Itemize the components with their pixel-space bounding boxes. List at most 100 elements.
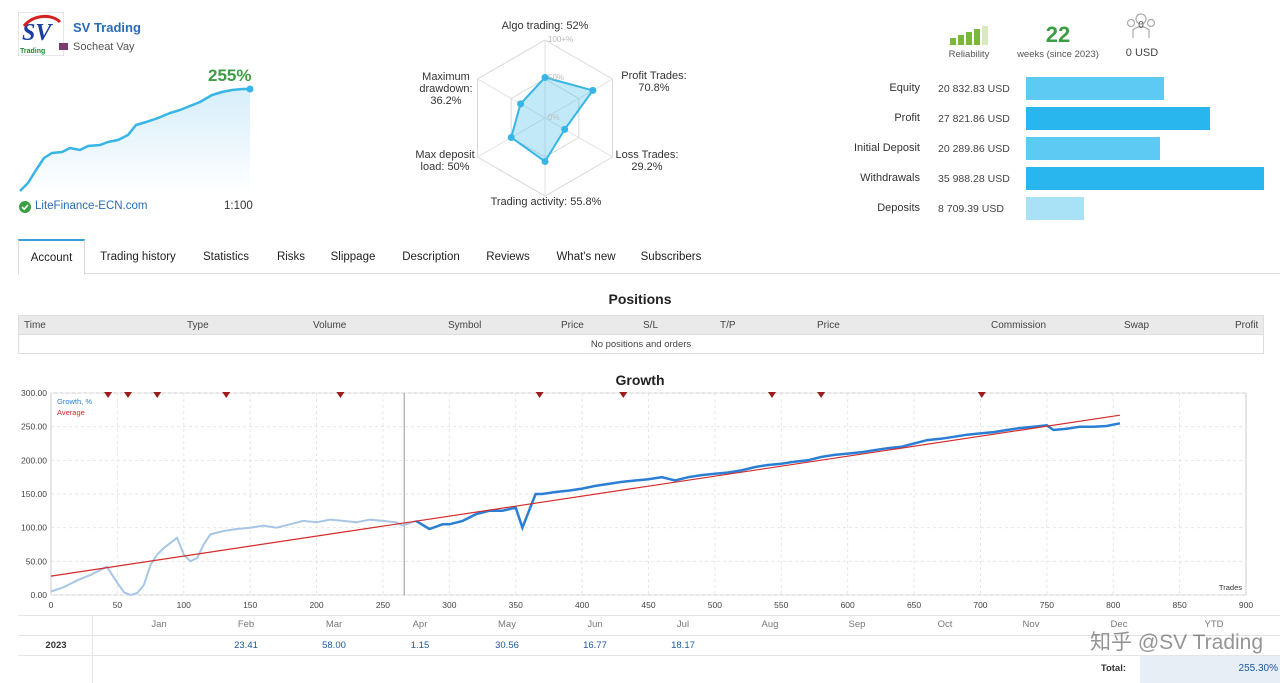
month-value-1: 23.41 [234, 640, 258, 651]
x-tick-16: 800 [1106, 600, 1120, 610]
positions-table: Time Type Volume Symbol Price S/L T/P Pr… [18, 315, 1264, 354]
radar-algo: Algo trading: 52% [501, 20, 589, 32]
month-0: Jan [151, 619, 167, 630]
radar-point-3 [541, 158, 549, 166]
month-4: May [498, 619, 516, 630]
month-value-2: 58.00 [322, 640, 346, 651]
tab-reviews[interactable]: Reviews [486, 251, 530, 263]
radar-deposit-load: Max deposit load: 50% [415, 149, 475, 173]
col-profit: Profit [1235, 320, 1259, 331]
tab-statistics[interactable]: Statistics [202, 251, 249, 263]
col-swap: Swap [1124, 320, 1150, 331]
balance-label-0: Equity [889, 82, 920, 94]
radar-profit-trades: Profit Trades: 70.8% [621, 70, 687, 94]
x-tick-8: 400 [575, 600, 589, 610]
tab-risks[interactable]: Risks [276, 251, 306, 263]
radar-activity: Trading activity: 55.8% [490, 196, 602, 208]
radar-chart: 100+% 50% 0% [477, 35, 613, 197]
tab-bar: Account Trading history Statistics Risks… [18, 239, 1280, 275]
y-tick-4: 200.00 [21, 455, 47, 465]
year-table: Jan Feb Mar Apr May Jun Jul Aug Sep Oct Nov Dec YTD … [18, 615, 1280, 683]
radar-point-5 [517, 100, 525, 108]
balance-bar-3 [1026, 167, 1264, 190]
col-time: Time [24, 320, 46, 331]
verified-icon [19, 201, 31, 213]
weeks-count: 22 [1045, 22, 1071, 47]
average-line [50, 414, 1120, 577]
growth-line [415, 422, 1121, 532]
x-tick-3: 150 [243, 600, 257, 610]
growth-title: Growth [615, 372, 665, 388]
col-volume: Volume [313, 320, 347, 331]
subscribers-icon [1124, 12, 1158, 45]
event-marker-9 [977, 392, 986, 398]
watermark: 知乎 @SV Trading [1090, 631, 1264, 654]
event-marker-1 [124, 392, 133, 398]
month-value-6: 18.17 [671, 640, 695, 651]
author-name[interactable]: Socheat Vay [73, 41, 135, 53]
balance-bar-2 [1026, 137, 1161, 160]
broker-link[interactable]: LiteFinance-ECN.com [35, 200, 148, 212]
event-marker-6 [619, 392, 628, 398]
x-tick-17: 850 [1173, 600, 1187, 610]
positions-header: Time Type Volume Symbol Price S/L T/P Pr… [19, 316, 1263, 335]
x-tick-13: 650 [907, 600, 921, 610]
month-6: Jul [676, 619, 690, 630]
event-marker-8 [817, 392, 826, 398]
month-5: Jun [587, 619, 603, 630]
col-symbol: Symbol [448, 320, 482, 331]
x-tick-11: 550 [774, 600, 788, 610]
x-tick-9: 450 [641, 600, 655, 610]
radar-ring-50: 50% [548, 73, 564, 82]
month-12: YTD [1204, 619, 1224, 630]
balance-value-0: 20 832.83 USD [938, 83, 1010, 95]
event-marker-2 [153, 392, 162, 398]
tab-account[interactable]: Account [18, 239, 85, 275]
tab-subscribers[interactable]: Subscribers [640, 251, 702, 263]
x-tick-4: 200 [309, 600, 323, 610]
y-tick-6: 300.00 [21, 388, 47, 398]
positions-title: Positions [608, 291, 672, 307]
x-tick-10: 500 [708, 600, 722, 610]
balance-bar-0 [1026, 77, 1164, 100]
total-value: 255.30% [1238, 663, 1278, 674]
y-tick-0: 0.00 [30, 590, 47, 600]
svg-text:Trading: Trading [20, 48, 45, 55]
radar-point-0 [541, 73, 549, 81]
x-tick-12: 600 [841, 600, 855, 610]
balance-label-3: Withdrawals [860, 172, 920, 184]
reliability-icon [948, 25, 990, 48]
tab-whats-new[interactable]: What's new [556, 251, 616, 263]
month-7: Aug [761, 619, 779, 630]
growth-chart: 0 50 100 150 200 250 300 350 400 450 500 550 600 650 7… [21, 388, 1253, 610]
tab-slippage[interactable]: Slippage [330, 251, 376, 263]
radar-ring-100: 100+% [548, 35, 573, 44]
radar-point-1 [589, 86, 597, 94]
positions-empty: No positions and orders [590, 339, 692, 350]
month-3: Apr [412, 619, 428, 630]
x-tick-5: 250 [376, 600, 390, 610]
balance-bar-4 [1026, 197, 1084, 220]
col-price: Price [561, 320, 584, 331]
signal-title[interactable]: SV Trading [73, 20, 141, 35]
legend-growth: Growth, % [57, 397, 92, 406]
balance-value-2: 20 289.86 USD [938, 143, 1010, 155]
mini-growth-chart [19, 85, 254, 195]
x-tick-0: 0 [49, 600, 54, 610]
col-commission: Commission [991, 320, 1047, 331]
tab-description[interactable]: Description [402, 251, 460, 263]
radar-loss-trades: Loss Trades: 29.2% [615, 149, 679, 173]
y-tick-2: 100.00 [21, 523, 47, 533]
month-value-4: 30.56 [495, 640, 519, 651]
reliability-label: Reliability [948, 49, 990, 60]
tab-trading-history[interactable]: Trading history [100, 251, 176, 263]
growth-line-history [50, 518, 417, 597]
logo: SV Trading [17, 11, 65, 57]
balance-label-4: Deposits [877, 202, 920, 214]
x-tick-7: 350 [509, 600, 523, 610]
month-10: Nov [1022, 619, 1040, 630]
x-tick-2: 100 [177, 600, 191, 610]
col-type: Type [187, 320, 209, 331]
radar-point-4 [507, 134, 515, 141]
x-tick-6: 300 [442, 600, 456, 610]
